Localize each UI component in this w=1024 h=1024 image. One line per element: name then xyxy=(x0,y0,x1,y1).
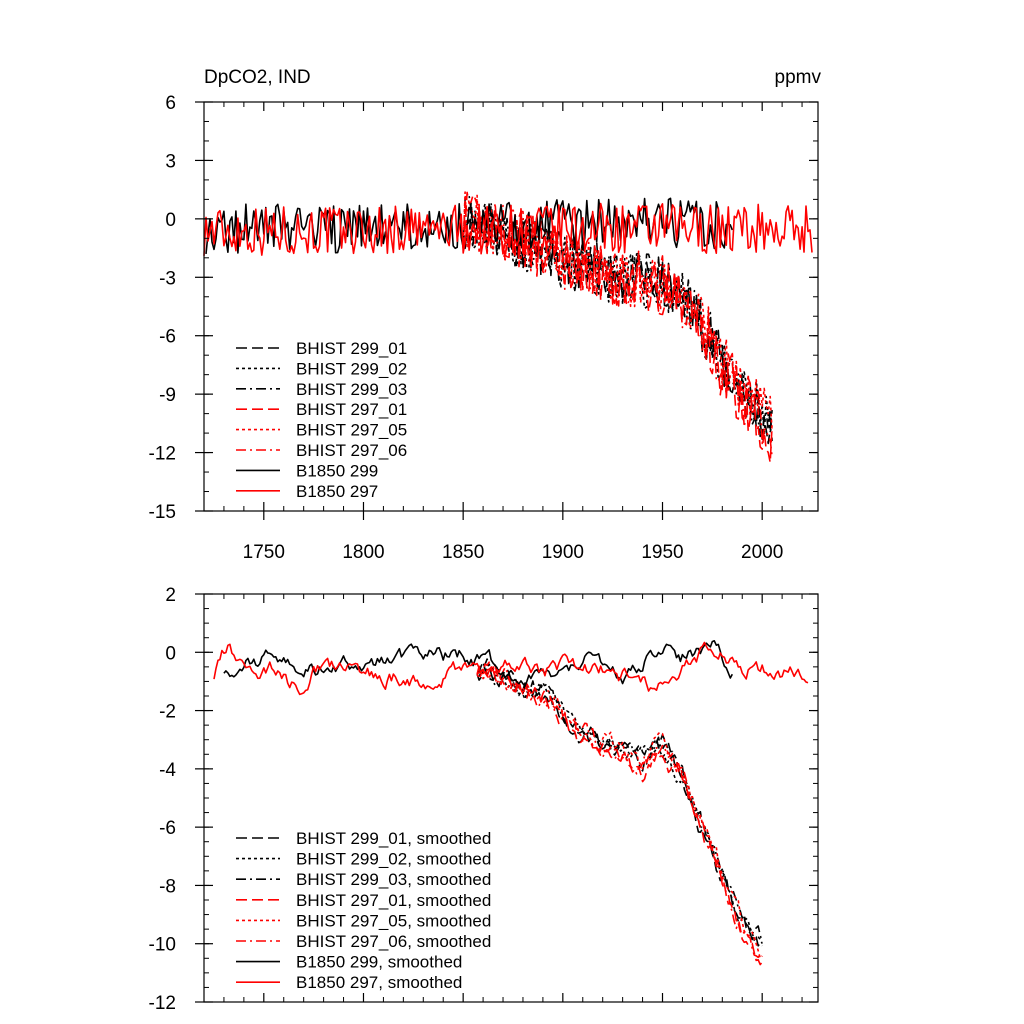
bottom-y-tick-labels: 2 0 -2 -4 -6 -8 -10 -12 xyxy=(149,585,177,1014)
series-line-p1-0 xyxy=(476,660,763,947)
chart-title-units: ppmv xyxy=(775,67,822,88)
x-tick-label: 1800 xyxy=(342,542,384,563)
legend-label: B1850 299 xyxy=(296,461,378,480)
y-tick-label: -4 xyxy=(159,760,176,781)
chart-title-left: DpCO2, IND xyxy=(204,67,311,88)
legend-label: BHIST 297_05 xyxy=(296,421,407,440)
y-tick-label: -15 xyxy=(149,502,176,523)
y-tick-label: -6 xyxy=(159,818,176,839)
x-tick-label: 2000 xyxy=(741,542,783,563)
legend-label: B1850 297 xyxy=(296,482,378,501)
legend-label: BHIST 297_06 xyxy=(296,441,407,460)
legend-label: BHIST 297_01, smoothed xyxy=(296,891,491,910)
legend-label: BHIST 299_03, smoothed xyxy=(296,870,491,889)
legend-label: BHIST 299_01, smoothed xyxy=(296,829,491,848)
legend-label: BHIST 299_02, smoothed xyxy=(296,850,491,869)
series-line-p1-3 xyxy=(476,663,763,966)
y-tick-label: -2 xyxy=(159,702,176,723)
legend-label: B1850 297, smoothed xyxy=(296,973,462,992)
x-tick-label: 1750 xyxy=(243,542,285,563)
series-line-p1-2 xyxy=(476,658,763,942)
y-tick-label: 2 xyxy=(165,585,176,606)
top-y-tick-labels: 6 3 0 -3 -6 -9 -12 -15 xyxy=(149,93,176,523)
series-line-p0-7 xyxy=(203,202,813,256)
x-tick-label: 1900 xyxy=(542,542,584,563)
bottom-axis-ticks xyxy=(195,593,818,1003)
y-tick-label: -9 xyxy=(159,385,176,406)
legend-label: B1850 299, smoothed xyxy=(296,953,462,972)
chart-bottom-panel: 20-2-4-6-8-10-12 BHIST 299_01, smoothedB… xyxy=(149,585,819,1014)
top-axis-ticks xyxy=(195,101,818,520)
legend-label: BHIST 299_03 xyxy=(296,380,407,399)
y-tick-label: 0 xyxy=(165,643,176,664)
series-line-p0-6 xyxy=(205,197,734,254)
y-tick-label: -6 xyxy=(159,327,176,348)
chart-top-panel: DpCO2, IND ppmv 6 3 0 -3 -6 -9 -12 -15 1750 1800… xyxy=(149,67,822,563)
series-line-p1-6 xyxy=(223,639,734,688)
bottom-plot-frame xyxy=(203,593,819,1003)
series-line-p1-7 xyxy=(213,641,809,696)
x-tick-label: 1950 xyxy=(641,542,683,563)
y-tick-label: -8 xyxy=(159,876,176,897)
y-tick-label: -10 xyxy=(149,935,176,956)
bottom-legend: BHIST 299_01, smoothed BHIST 299_02, smoo… xyxy=(236,829,491,992)
legend-label: BHIST 299_02 xyxy=(296,359,407,378)
top-series-group xyxy=(203,191,813,464)
legend-label: BHIST 297_05, smoothed xyxy=(296,911,491,930)
series-line-p0-5 xyxy=(462,200,773,457)
series-line-p0-4 xyxy=(462,191,773,433)
series-line-p1-5 xyxy=(476,661,763,959)
y-tick-label: -12 xyxy=(149,993,176,1014)
y-tick-label: -12 xyxy=(149,444,176,465)
bottom-series-group xyxy=(213,639,809,966)
legend-label: BHIST 299_01 xyxy=(296,339,407,358)
y-tick-label: -3 xyxy=(159,268,176,289)
y-tick-label: 0 xyxy=(165,210,176,231)
y-tick-label: 6 xyxy=(165,93,176,114)
x-tick-label: 1850 xyxy=(442,542,484,563)
legend-label: BHIST 297_01 xyxy=(296,400,407,419)
y-tick-label: 3 xyxy=(165,151,176,172)
top-plot-frame xyxy=(203,101,819,512)
legend-label: BHIST 297_06, smoothed xyxy=(296,932,491,951)
top-x-tick-labels: 1750 1800 1850 1900 1950 2000 xyxy=(243,542,784,563)
series-line-p1-4 xyxy=(476,665,763,959)
series-line-p1-1 xyxy=(476,663,763,944)
